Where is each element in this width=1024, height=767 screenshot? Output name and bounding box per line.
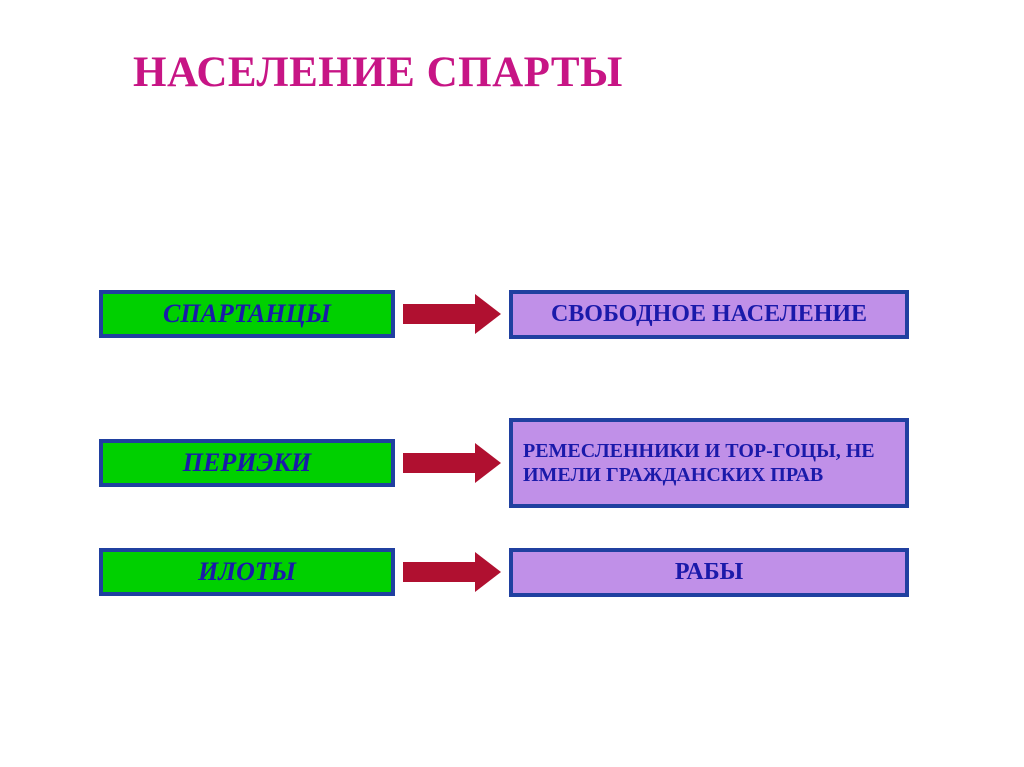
category-box: ПЕРИЭКИ — [99, 439, 395, 487]
diagram-row: ИЛОТЫ РАБЫ — [99, 548, 909, 597]
diagram-row: СПАРТАНЦЫ СВОБОДНОЕ НАСЕЛЕНИЕ — [99, 290, 909, 339]
category-box: СПАРТАНЦЫ — [99, 290, 395, 338]
arrow-icon — [403, 552, 501, 592]
arrow-icon — [403, 294, 501, 334]
category-box: ИЛОТЫ — [99, 548, 395, 596]
page-title: НАСЕЛЕНИЕ СПАРТЫ — [133, 48, 623, 97]
arrow-icon — [403, 443, 501, 483]
description-box: РАБЫ — [509, 548, 909, 597]
diagram-row: ПЕРИЭКИ РЕМЕСЛЕННИКИ И ТОР-ГОЦЫ, НЕ ИМЕЛИ… — [99, 418, 909, 508]
description-box: СВОБОДНОЕ НАСЕЛЕНИЕ — [509, 290, 909, 339]
description-box: РЕМЕСЛЕННИКИ И ТОР-ГОЦЫ, НЕ ИМЕЛИ ГРАЖДА… — [509, 418, 909, 508]
